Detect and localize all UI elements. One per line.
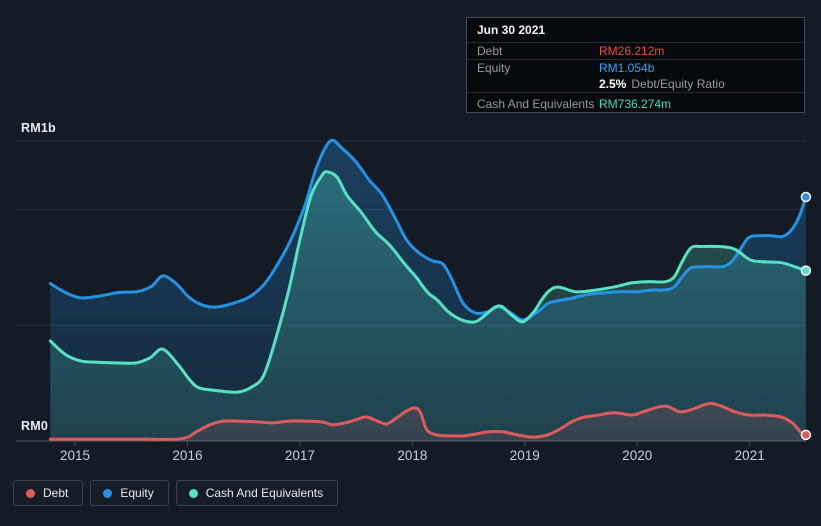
tooltip-cash-label: Cash And Equivalents (477, 97, 595, 111)
y-axis-label-min: RM0 (21, 419, 48, 433)
x-tick-label-2020: 2020 (622, 448, 652, 463)
x-tick-label-2015: 2015 (60, 448, 90, 463)
debt-area (50, 403, 806, 441)
legend-debt-label: Debt (43, 486, 69, 500)
tooltip-row-ratio: 2.5% Debt/Equity Ratio (467, 76, 804, 93)
cash-and-equivalents-area (50, 171, 806, 441)
chart-tooltip: Jun 30 2021 Debt RM26.212m Equity RM1.05… (466, 17, 805, 113)
tooltip-ratio-label: Debt/Equity Ratio (631, 77, 725, 91)
legend-item-debt[interactable]: Debt (13, 480, 84, 506)
tooltip-row-cash: Cash And Equivalents RM736.274m (467, 93, 804, 115)
chart-legend: Debt Equity Cash And Equivalents (13, 480, 339, 506)
x-tick-label-2019: 2019 (510, 448, 540, 463)
tooltip-debt-value: RM26.212m (599, 44, 665, 58)
tooltip-equity-value: RM1.054b (599, 61, 655, 75)
cash-series-dot-icon (188, 488, 198, 498)
tooltip-equity-label: Equity (477, 61, 511, 75)
x-tick-label-2021: 2021 (735, 448, 765, 463)
equity-end-marker (800, 191, 812, 203)
legend-item-cash[interactable]: Cash And Equivalents (175, 480, 339, 506)
legend-cash-label: Cash And Equivalents (205, 486, 324, 500)
cash-and-equivalents-line (48, 170, 808, 394)
tooltip-cash-value: RM736.274m (599, 97, 672, 111)
y-axis-label-max: RM1b (21, 121, 56, 135)
tooltip-date: Jun 30 2021 (467, 18, 804, 43)
equity-line (48, 138, 808, 322)
legend-item-equity[interactable]: Equity (90, 480, 169, 506)
tooltip-ratio-value: 2.5% (599, 77, 627, 91)
tooltip-debt-label: Debt (477, 44, 503, 58)
tooltip-row-debt: Debt RM26.212m (467, 43, 804, 60)
debt-line (48, 402, 808, 441)
tooltip-row-equity: Equity RM1.054b (467, 60, 804, 76)
legend-equity-label: Equity (120, 486, 154, 500)
cash-and-equivalents-end-marker (800, 265, 812, 276)
equity-series-dot-icon (103, 488, 113, 498)
x-tick-label-2017: 2017 (285, 448, 315, 463)
debt-end-marker (800, 429, 812, 441)
debt-series-dot-icon (26, 488, 35, 498)
x-tick-label-2016: 2016 (172, 448, 202, 463)
x-tick-label-2018: 2018 (397, 448, 427, 463)
